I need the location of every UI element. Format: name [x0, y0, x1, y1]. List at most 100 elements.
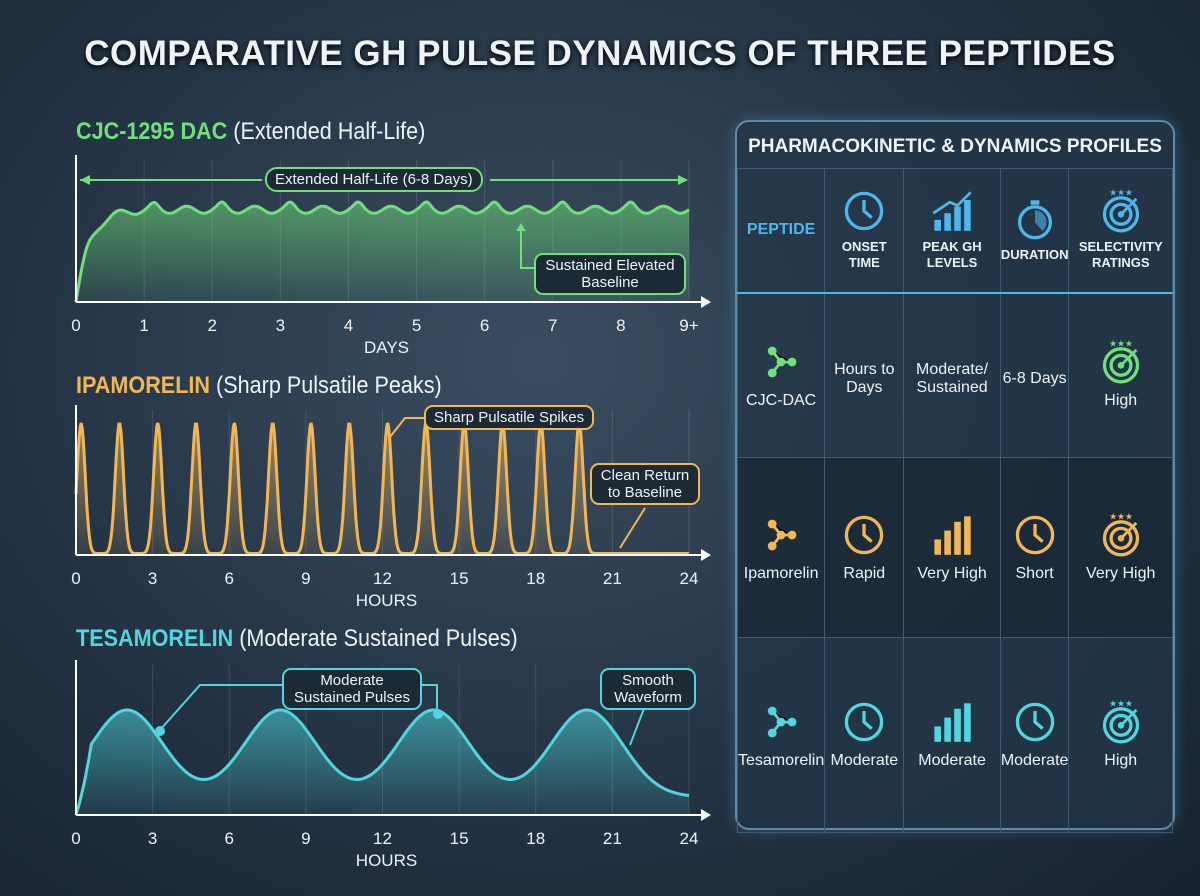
onset-value: Moderate: [830, 752, 899, 769]
pointer-dot: [155, 726, 165, 736]
x-tick-label: 7: [548, 316, 557, 335]
target-stars-icon: ★★★: [1102, 513, 1139, 556]
duration-cell: 6-8 Days: [999, 292, 1070, 458]
annotation-sharp-spikes: Sharp Pulsatile Spikes: [424, 405, 595, 430]
target-stars-icon: ★★★: [1102, 340, 1139, 384]
x-tick-label: 2: [207, 316, 216, 335]
x-tick-label: 3: [148, 569, 157, 588]
header-cell: DURATION: [999, 168, 1070, 294]
header-label: PEPTIDE: [746, 221, 816, 239]
header-cell: ★★★ SELECTIVITY RATINGS: [1068, 168, 1173, 294]
clock-icon: [845, 515, 884, 554]
chart1-subtitle: (Extended Half-Life): [233, 118, 426, 145]
selectivity-value: High: [1104, 392, 1138, 410]
peak-value: Moderate/ Sustained: [916, 361, 989, 397]
table-row: CJC-DAC Hours to Days Moderate/ Sustaine…: [736, 292, 1173, 458]
chart2-subtitle: (Sharp Pulsatile Peaks): [216, 372, 442, 399]
table-row: Ipamorelin Rapid Very High Short ★★★ Very…: [736, 457, 1173, 638]
series-line: [74, 708, 690, 816]
profiles-table: PEPTIDE ONSET TIME PEAK GH LEVELS DURATION ★…: [736, 168, 1173, 833]
x-tick-label: 15: [450, 569, 469, 588]
header-label: ONSET TIME: [841, 239, 887, 271]
peak-value: Very High: [917, 564, 987, 582]
x-tick-label: 18: [526, 829, 545, 848]
onset-cell: Rapid: [824, 457, 905, 638]
header-peptide: PEPTIDE: [736, 168, 826, 294]
table-row: Tesamorelin Moderate Moderate Moderate ★…: [736, 637, 1173, 833]
molecule-icon: [767, 519, 797, 550]
panel-title: PHARMACOKINETIC & DYNAMICS PROFILES: [748, 136, 1162, 157]
annotation-sustained-baseline: Sustained Elevated Baseline: [534, 253, 686, 295]
duration-cell: Short: [999, 457, 1070, 638]
peptide-name: CJC-DAC: [746, 392, 817, 410]
clock-icon: [845, 702, 884, 742]
clock-icon: [845, 192, 884, 231]
x-tick-label: 12: [373, 829, 392, 848]
x-tick-label: 0: [71, 569, 80, 588]
onset-cell: Moderate: [824, 637, 905, 833]
pointer-arrow: [516, 223, 526, 231]
duration-value: 6-8 Days: [1002, 370, 1067, 388]
x-axis-arrow: [701, 296, 711, 308]
pointer-line: [159, 684, 438, 731]
clock-icon: [1015, 702, 1054, 742]
series-line: [74, 422, 689, 555]
chart2-title: IPAMORELIN (Sharp Pulsatile Peaks): [76, 372, 442, 400]
x-tick-label: 3: [148, 829, 157, 848]
x-tick-label: 21: [603, 829, 622, 848]
series-area: [76, 423, 689, 555]
peptide-cell: Ipamorelin: [736, 457, 826, 638]
x-tick-label: 4: [344, 316, 353, 335]
header-label: SELECTIVITY RATINGS: [1078, 239, 1163, 271]
chart3-name: TESAMORELIN: [76, 625, 234, 652]
x-tick-label: 9: [301, 829, 310, 848]
peak-value: Moderate: [918, 752, 986, 769]
pointer-dot: [433, 709, 443, 719]
pointer-line: [389, 417, 424, 438]
header-label: DURATION: [1000, 247, 1069, 263]
x-axis-arrow: [701, 809, 711, 821]
x-tick-label: 21: [603, 569, 622, 588]
page-title: COMPARATIVE GH PULSE DYNAMICS OF THREE P…: [84, 34, 1116, 73]
x-tick-label: 0: [71, 316, 80, 335]
x-tick-label: 3: [276, 316, 285, 335]
molecule-icon: [767, 346, 797, 378]
x-axis-label: DAYS: [364, 338, 409, 357]
bars-icon: [934, 703, 971, 742]
selectivity-value: High: [1104, 752, 1138, 769]
peak-cell: Moderate/ Sustained: [903, 292, 1001, 458]
chart1-name: CJC-1295 DAC: [76, 118, 228, 145]
x-tick-label: 6: [480, 316, 489, 335]
annotation-clean-return: Clean Return to Baseline: [590, 463, 700, 505]
molecule-icon: [767, 706, 797, 738]
x-tick-label: 1: [139, 316, 148, 335]
peptide-cell: Tesamorelin: [736, 637, 826, 833]
onset-cell: Hours to Days: [824, 292, 905, 458]
peptide-cell: CJC-DAC: [736, 292, 826, 458]
annotation-moderate-pulses: Moderate Sustained Pulses: [282, 668, 422, 710]
series-area: [76, 710, 689, 815]
duration-cell: Moderate: [999, 637, 1070, 833]
x-axis-label: HOURS: [356, 851, 417, 870]
duration-value: Moderate: [1000, 752, 1069, 769]
stopwatch-icon: [1017, 200, 1052, 240]
target-stars-icon: ★★★: [1102, 700, 1139, 744]
onset-value: Rapid: [843, 564, 886, 582]
chart1-title: CJC-1295 DAC (Extended Half-Life): [76, 118, 425, 146]
x-tick-label: 15: [450, 829, 469, 848]
svg-text:★★★: ★★★: [1109, 700, 1133, 709]
x-tick-label: 9: [301, 569, 310, 588]
x-tick-label: 24: [680, 829, 699, 848]
table-header-row: PEPTIDE ONSET TIME PEAK GH LEVELS DURATION ★…: [736, 168, 1173, 294]
peptide-name: Tesamorelin: [738, 752, 825, 769]
selectivity-cell: ★★★ High: [1068, 292, 1173, 458]
chart3-title: TESAMORELIN (Moderate Sustained Pulses): [76, 625, 518, 653]
selectivity-cell: ★★★ High: [1068, 637, 1173, 833]
header-label: PEAK GH LEVELS: [922, 239, 982, 271]
x-tick-label: 6: [225, 829, 234, 848]
profiles-panel: PHARMACOKINETIC & DYNAMICS PROFILES PEPT…: [735, 120, 1175, 833]
x-axis-label: HOURS: [356, 591, 417, 610]
onset-value: Hours to Days: [834, 361, 895, 397]
header-cell: PEAK GH LEVELS: [903, 168, 1001, 294]
